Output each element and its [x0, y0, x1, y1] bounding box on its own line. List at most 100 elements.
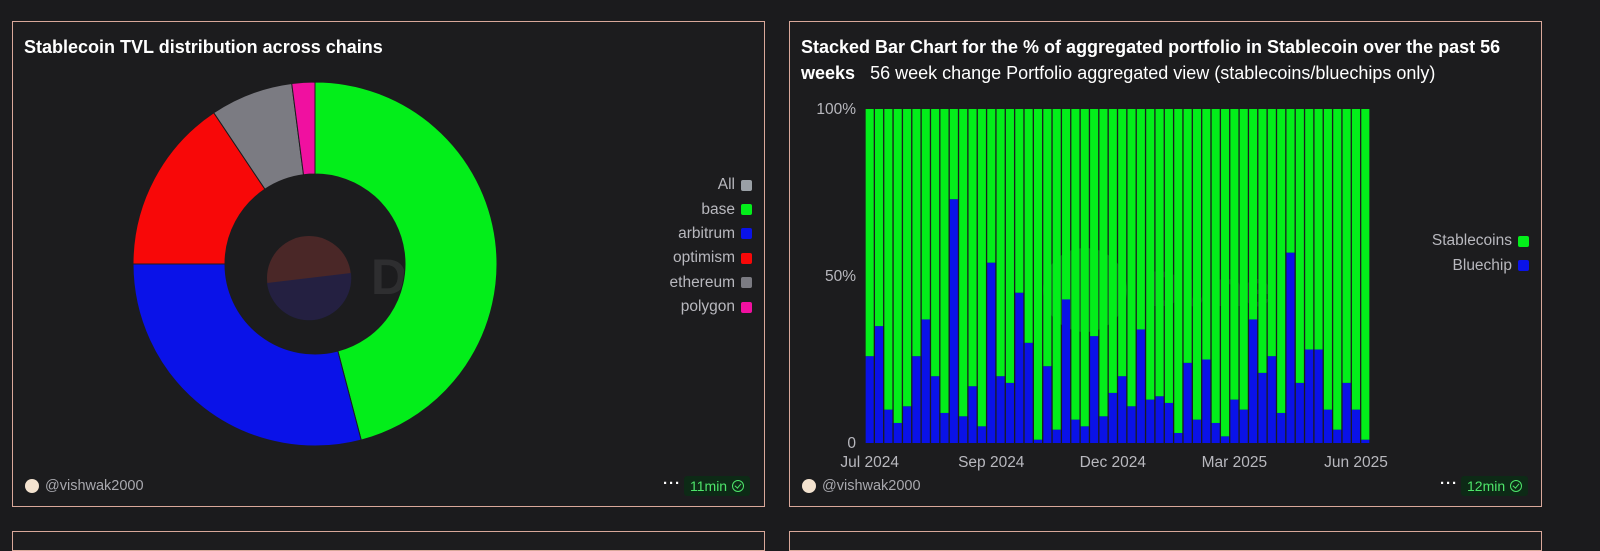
bar-bluechip-47[interactable]: [1305, 349, 1314, 443]
bar-stablecoins-45[interactable]: [1286, 109, 1295, 253]
bar-bluechip-53[interactable]: [1361, 439, 1370, 443]
bar-bluechip-39[interactable]: [1230, 399, 1239, 443]
bar-bluechip-52[interactable]: [1351, 409, 1360, 443]
bar-bluechip-41[interactable]: [1249, 319, 1258, 443]
bar-stablecoins-46[interactable]: [1295, 109, 1304, 383]
bar-bluechip-14[interactable]: [996, 376, 1005, 443]
bar-bluechip-23[interactable]: [1080, 426, 1089, 443]
bar-stablecoins-43[interactable]: [1267, 109, 1276, 357]
bar-bluechip-30[interactable]: [1146, 399, 1155, 443]
bar-bluechip-17[interactable]: [1024, 342, 1033, 443]
legend-item-base[interactable]: base: [602, 197, 752, 221]
bar-bluechip-8[interactable]: [940, 412, 949, 443]
bar-bluechip-21[interactable]: [1062, 299, 1071, 443]
bar-bluechip-27[interactable]: [1118, 376, 1127, 443]
bar-stablecoins-23[interactable]: [1080, 109, 1089, 427]
bar-bluechip-4[interactable]: [903, 406, 912, 443]
refresh-time-badge[interactable]: 11min: [684, 476, 751, 496]
more-options-icon[interactable]: ···: [663, 475, 681, 492]
bar-bluechip-43[interactable]: [1267, 356, 1276, 443]
bar-stablecoins-5[interactable]: [912, 109, 921, 357]
bar-bluechip-9[interactable]: [949, 199, 958, 443]
bar-bluechip-7[interactable]: [931, 376, 940, 443]
bar-bluechip-18[interactable]: [1033, 439, 1043, 443]
bar-stablecoins-1[interactable]: [875, 109, 884, 327]
bar-stablecoins-52[interactable]: [1351, 109, 1360, 410]
bar-stablecoins-26[interactable]: [1108, 109, 1117, 393]
bar-bluechip-22[interactable]: [1071, 419, 1080, 443]
bar-stablecoins-42[interactable]: [1258, 109, 1267, 373]
bar-stablecoins-35[interactable]: [1192, 109, 1202, 420]
bar-stablecoins-14[interactable]: [996, 109, 1005, 377]
more-options-icon[interactable]: ···: [1440, 475, 1458, 492]
bar-stablecoins-3[interactable]: [893, 109, 902, 423]
bar-stablecoins-44[interactable]: [1277, 109, 1286, 413]
pie-slice-arbitrum[interactable]: [132, 263, 362, 447]
bar-stablecoins-30[interactable]: [1146, 109, 1155, 400]
bar-bluechip-40[interactable]: [1239, 409, 1248, 443]
bar-bluechip-50[interactable]: [1333, 429, 1342, 443]
bar-bluechip-51[interactable]: [1342, 382, 1351, 443]
bar-bluechip-3[interactable]: [893, 422, 902, 443]
bar-stablecoins-37[interactable]: [1211, 109, 1220, 423]
author-link[interactable]: @vishwak2000: [25, 478, 144, 494]
bar-bluechip-26[interactable]: [1108, 392, 1117, 443]
bar-bluechip-35[interactable]: [1192, 419, 1202, 443]
legend-item-bluechip[interactable]: Bluechip: [1379, 253, 1529, 277]
bar-stablecoins-4[interactable]: [903, 109, 912, 407]
bar-bluechip-31[interactable]: [1155, 396, 1164, 443]
bar-bluechip-16[interactable]: [1015, 292, 1024, 443]
pie-slice-polygon[interactable]: [291, 81, 316, 176]
bar-bluechip-15[interactable]: [1005, 382, 1014, 443]
bar-bluechip-24[interactable]: [1090, 336, 1099, 443]
bar-stablecoins-18[interactable]: [1033, 109, 1043, 440]
bar-stablecoins-29[interactable]: [1136, 109, 1145, 330]
bar-stablecoins-0[interactable]: [865, 109, 874, 357]
bar-bluechip-38[interactable]: [1221, 436, 1230, 443]
bar-stablecoins-24[interactable]: [1090, 109, 1099, 337]
bar-stablecoins-32[interactable]: [1164, 109, 1173, 403]
bar-stablecoins-13[interactable]: [987, 109, 996, 263]
bar-bluechip-48[interactable]: [1314, 349, 1323, 443]
bar-bluechip-42[interactable]: [1258, 372, 1267, 443]
bar-stablecoins-48[interactable]: [1314, 109, 1323, 350]
legend-item-optimism[interactable]: optimism: [602, 246, 752, 270]
bar-stablecoins-53[interactable]: [1361, 109, 1370, 440]
bar-bluechip-45[interactable]: [1286, 252, 1295, 443]
bar-stablecoins-22[interactable]: [1071, 109, 1080, 420]
legend-item-ethereum[interactable]: ethereum: [602, 271, 752, 295]
bar-stablecoins-38[interactable]: [1221, 109, 1230, 437]
bar-stablecoins-21[interactable]: [1062, 109, 1071, 300]
bar-bluechip-33[interactable]: [1174, 432, 1183, 443]
bar-bluechip-12[interactable]: [977, 426, 986, 443]
bar-stablecoins-6[interactable]: [921, 109, 930, 320]
bar-stablecoins-7[interactable]: [931, 109, 940, 377]
bar-stablecoins-19[interactable]: [1043, 109, 1052, 367]
legend-item-all[interactable]: All: [602, 173, 752, 197]
bar-bluechip-49[interactable]: [1323, 409, 1332, 443]
bar-bluechip-36[interactable]: [1202, 359, 1211, 444]
bar-stablecoins-49[interactable]: [1323, 109, 1332, 410]
bar-stablecoins-28[interactable]: [1127, 109, 1136, 407]
bar-stablecoins-8[interactable]: [940, 109, 949, 413]
bar-bluechip-0[interactable]: [865, 356, 874, 443]
bar-stablecoins-47[interactable]: [1305, 109, 1314, 350]
bar-stablecoins-34[interactable]: [1183, 109, 1192, 363]
bar-bluechip-11[interactable]: [968, 386, 977, 443]
legend-item-stablecoins[interactable]: Stablecoins: [1379, 229, 1529, 253]
bar-stablecoins-10[interactable]: [959, 109, 968, 417]
pie-slice-base[interactable]: [314, 81, 498, 441]
bar-bluechip-19[interactable]: [1043, 366, 1052, 443]
bar-bluechip-29[interactable]: [1136, 329, 1145, 443]
bar-stablecoins-27[interactable]: [1118, 109, 1127, 377]
bar-stablecoins-36[interactable]: [1202, 109, 1211, 360]
bar-bluechip-5[interactable]: [912, 356, 921, 443]
legend-item-polygon[interactable]: polygon: [602, 295, 752, 319]
bar-bluechip-20[interactable]: [1052, 429, 1061, 443]
bar-stablecoins-50[interactable]: [1333, 109, 1342, 430]
legend-item-arbitrum[interactable]: arbitrum: [602, 222, 752, 246]
bar-stablecoins-51[interactable]: [1342, 109, 1351, 383]
author-link[interactable]: @vishwak2000: [802, 478, 921, 494]
bar-stablecoins-41[interactable]: [1249, 109, 1258, 320]
bar-bluechip-13[interactable]: [987, 262, 996, 443]
